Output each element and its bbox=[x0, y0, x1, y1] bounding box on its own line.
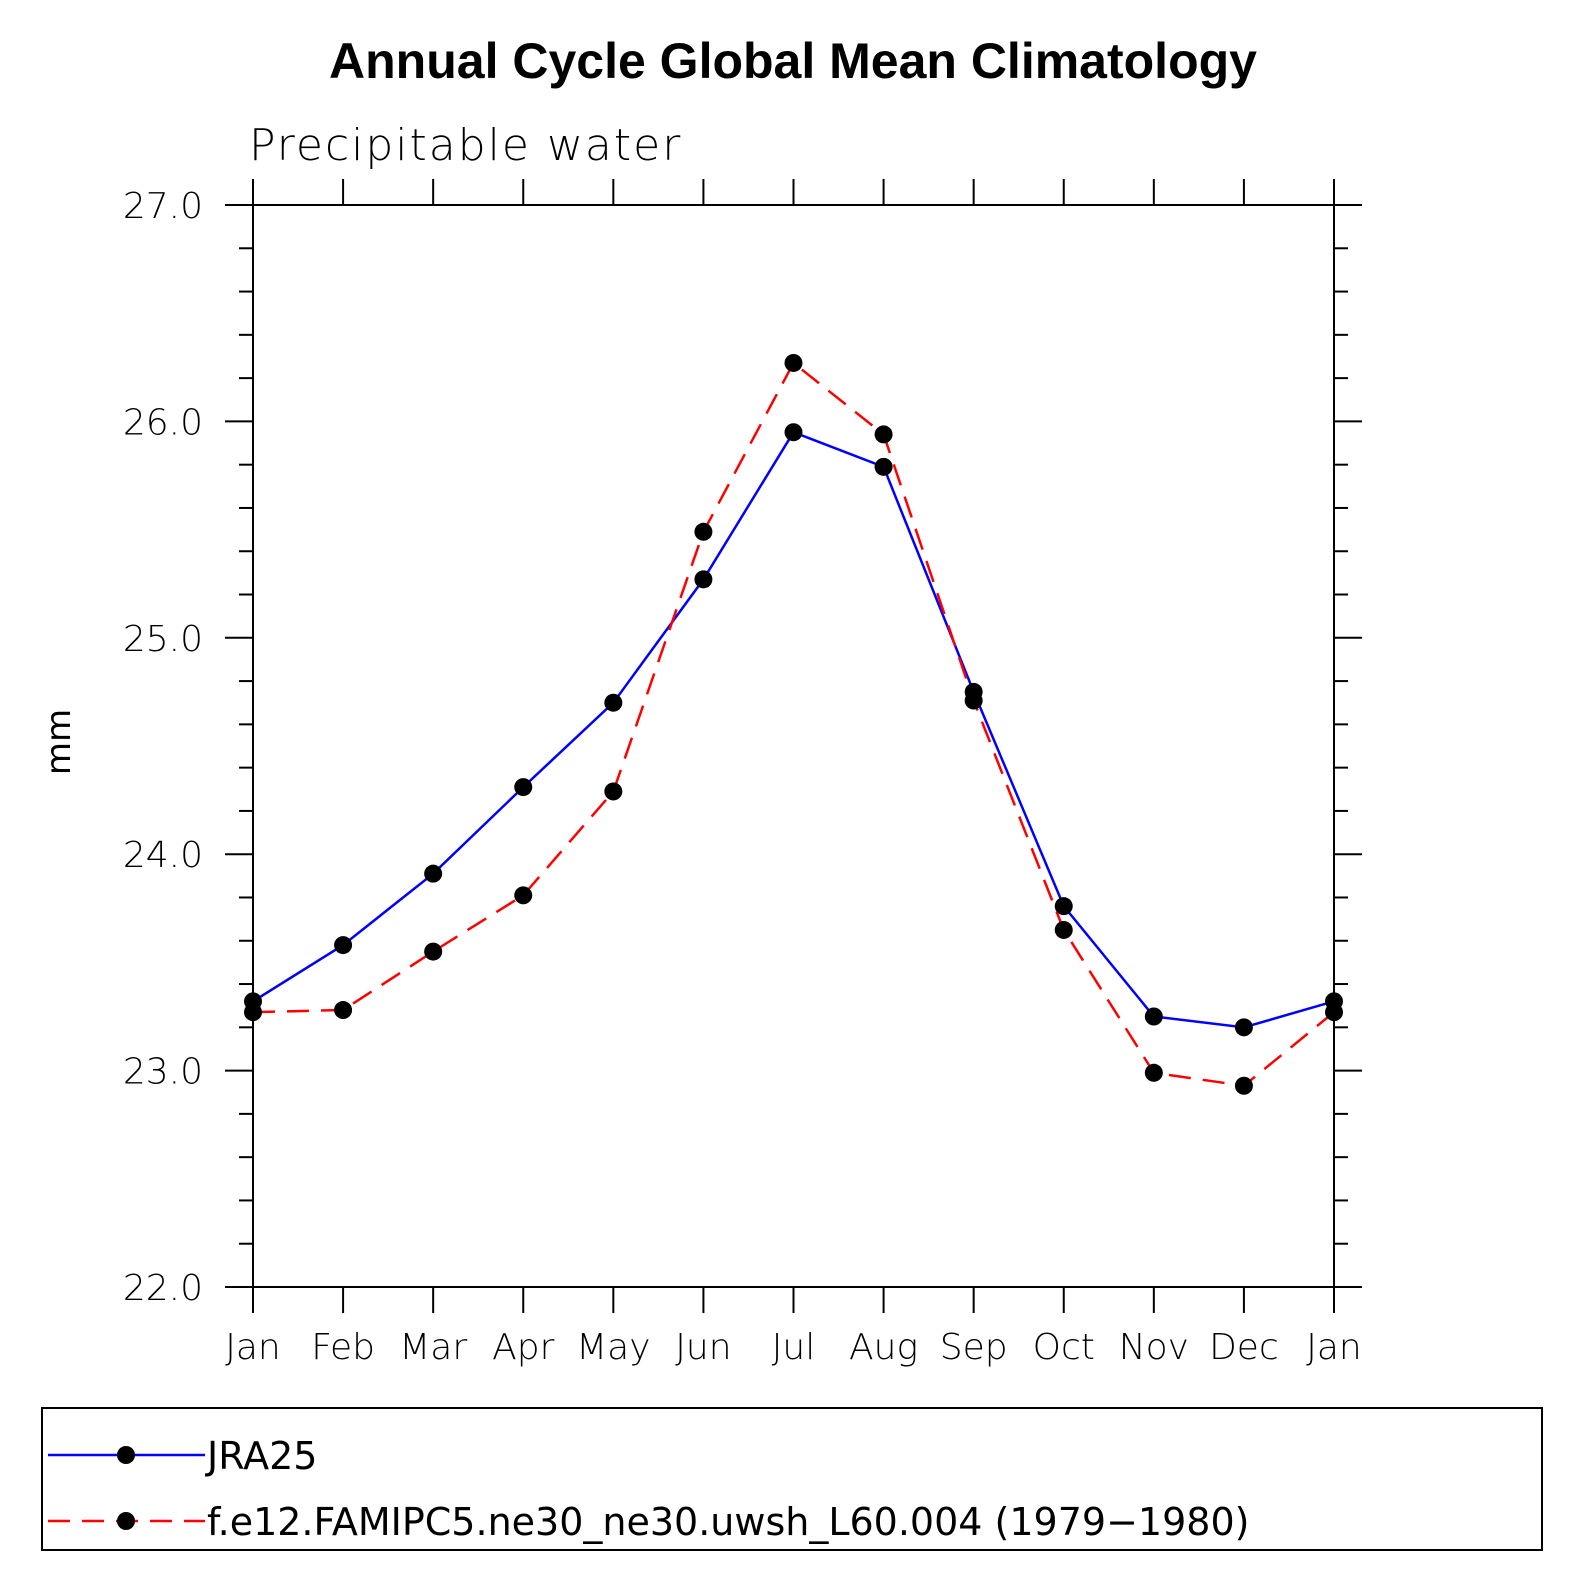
x-tick-label: Mar bbox=[399, 1327, 467, 1368]
data-point bbox=[1234, 1018, 1253, 1037]
x-tick-label: Feb bbox=[311, 1327, 375, 1368]
y-tick-label: 25.0 bbox=[123, 619, 203, 660]
data-point bbox=[694, 522, 713, 541]
y-tick-label: 26.0 bbox=[123, 402, 203, 443]
y-tick-label: 22.0 bbox=[123, 1268, 203, 1309]
data-point bbox=[1144, 1063, 1163, 1082]
data-point bbox=[424, 864, 443, 883]
series-line bbox=[252, 361, 1335, 1088]
series-layer bbox=[244, 353, 1343, 1095]
x-tick-label: Aug bbox=[849, 1327, 918, 1368]
data-point bbox=[1325, 1003, 1343, 1022]
data-point bbox=[604, 782, 623, 801]
data-point bbox=[604, 693, 623, 712]
data-point bbox=[334, 1001, 353, 1020]
data-point bbox=[1144, 1007, 1163, 1026]
data-point bbox=[334, 936, 353, 955]
data-point bbox=[694, 570, 713, 589]
y-axis-label: mm bbox=[39, 709, 79, 775]
legend-marker bbox=[117, 1512, 135, 1530]
x-tick-label: Nov bbox=[1119, 1327, 1189, 1368]
y-tick-label: 23.0 bbox=[123, 1052, 203, 1093]
x-tick-label: May bbox=[576, 1327, 650, 1368]
x-tick-label: Dec bbox=[1209, 1327, 1279, 1368]
data-point bbox=[514, 886, 533, 905]
data-point bbox=[1054, 920, 1073, 939]
legend-box bbox=[41, 1407, 1543, 1551]
data-point bbox=[1234, 1076, 1253, 1095]
data-point bbox=[874, 425, 893, 444]
x-tick-label: Jun bbox=[675, 1327, 731, 1368]
data-point bbox=[1054, 897, 1073, 916]
x-tick-label: Oct bbox=[1033, 1327, 1095, 1368]
chart-title: Annual Cycle Global Mean Climatology bbox=[329, 33, 1257, 89]
data-point bbox=[514, 778, 533, 797]
x-tick-label: Jan bbox=[1306, 1327, 1362, 1368]
data-point bbox=[784, 423, 803, 442]
series-line bbox=[252, 430, 1335, 1029]
data-point bbox=[784, 353, 803, 372]
y-tick-label: 27.0 bbox=[123, 186, 203, 227]
legend: JRA25 f.e12.FAMIPC5.ne30_ne30.uwsh_L60.00… bbox=[48, 1434, 1249, 1544]
data-point bbox=[424, 942, 443, 961]
data-point bbox=[964, 691, 983, 710]
x-tick-label: Jan bbox=[225, 1327, 281, 1368]
data-point bbox=[874, 457, 893, 476]
legend-label: f.e12.FAMIPC5.ne30_ne30.uwsh_L60.004 (19… bbox=[207, 1500, 1249, 1544]
y-tick-label: 24.0 bbox=[123, 835, 203, 876]
legend-label: JRA25 bbox=[205, 1434, 317, 1478]
chart-subtitle: Precipitable water bbox=[249, 120, 682, 171]
x-tick-label: Jul bbox=[772, 1327, 815, 1368]
x-tick-label: Apr bbox=[492, 1327, 554, 1368]
legend-marker bbox=[117, 1446, 135, 1464]
data-point bbox=[244, 1003, 262, 1022]
axes: 22.0 23.0 24.0 25.0 26.0 27.0 Jan Feb Mar Apr May J… bbox=[123, 179, 1362, 1368]
x-tick-label: Sep bbox=[940, 1327, 1008, 1368]
